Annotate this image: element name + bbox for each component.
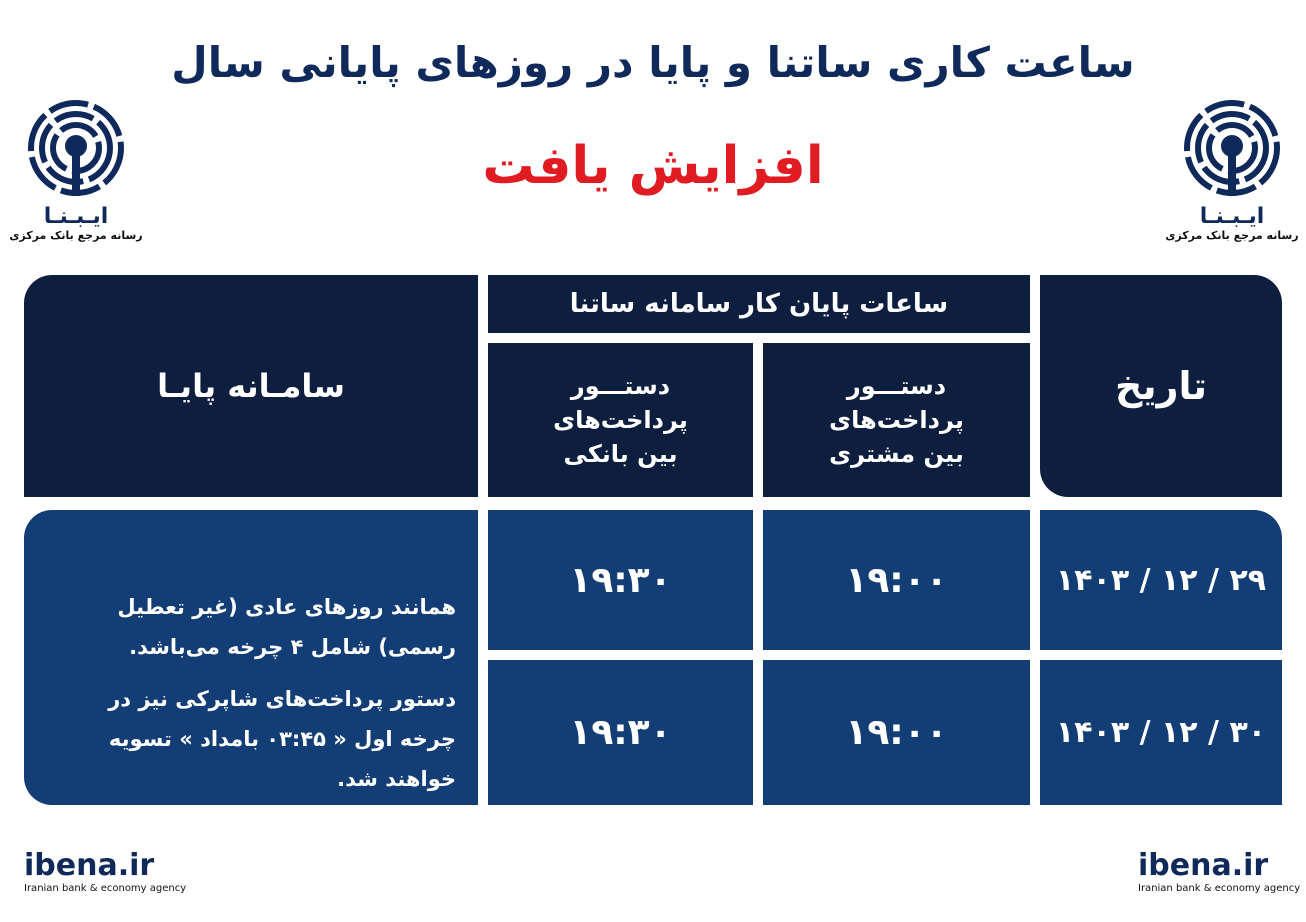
row1-date: ۱۴۰۳ / ۱۲ / ۲۹: [1040, 510, 1282, 650]
footer-agency: Iranian bank & economy agency: [24, 883, 187, 894]
header-line: دستـــور: [570, 372, 671, 400]
page-title: ساعت کاری ساتنا و پایا در روزهای پایانی …: [171, 38, 1135, 87]
row2-date: ۱۴۰۳ / ۱۲ / ۳۰: [1040, 660, 1282, 805]
header-line: پرداخت‌های: [829, 406, 964, 434]
broadcast-antenna-icon: [1184, 100, 1280, 196]
logo-left: ایـبـنـا رسانه مرجع بانک مرکزی: [6, 98, 146, 242]
header-line: دستـــور: [846, 372, 947, 400]
header-line: بین بانکی: [563, 440, 678, 468]
paya-note: همانند روزهای عادی (غیر تعطیل رسمی) شامل…: [117, 595, 456, 659]
footer-left: ibena.ir Iranian bank & economy agency: [24, 848, 186, 894]
footer-agency: Iranian bank & economy agency: [1138, 883, 1301, 894]
page-subtitle: افزایش یافت: [482, 136, 824, 196]
paya-note: دستور پرداخت‌های شاپرکی نیز در چرخه اول …: [108, 687, 456, 791]
row1-interbank-time: ۱۹:۳۰: [488, 510, 753, 650]
header-satna-customer: دستـــور پرداخت‌های بین مشتری: [763, 343, 1030, 497]
row1-customer-time: ۱۹:۰۰: [763, 510, 1030, 650]
footer-site: ibena.ir: [1138, 848, 1269, 883]
logo-right: ایـبـنـا رسانه مرجع بانک مرکزی: [1162, 98, 1302, 242]
header-date: تاریخ: [1040, 275, 1282, 497]
row2-customer-time: ۱۹:۰۰: [763, 660, 1030, 805]
paya-notes: همانند روزهای عادی (غیر تعطیل رسمی) شامل…: [24, 510, 478, 805]
footer-site: ibena.ir: [24, 848, 155, 883]
header-paya: سامـانه پایـا: [24, 275, 478, 497]
broadcast-antenna-icon: [28, 100, 124, 196]
header-satna-group: ساعات پایان کار سامانه ساتنا: [488, 275, 1030, 333]
header-line: بین مشتری: [829, 440, 964, 468]
header-satna-interbank: دستـــور پرداخت‌های بین بانکی: [488, 343, 753, 497]
logo-name: ایـبـنـا: [43, 204, 109, 229]
logo-tagline: رسانه مرجع بانک مرکزی: [9, 229, 143, 242]
header-line: پرداخت‌های: [553, 406, 688, 434]
logo-tagline: رسانه مرجع بانک مرکزی: [1165, 229, 1299, 242]
footer-right: ibena.ir Iranian bank & economy agency: [1138, 848, 1300, 894]
row2-interbank-time: ۱۹:۳۰: [488, 660, 753, 805]
logo-name: ایـبـنـا: [1199, 204, 1265, 229]
